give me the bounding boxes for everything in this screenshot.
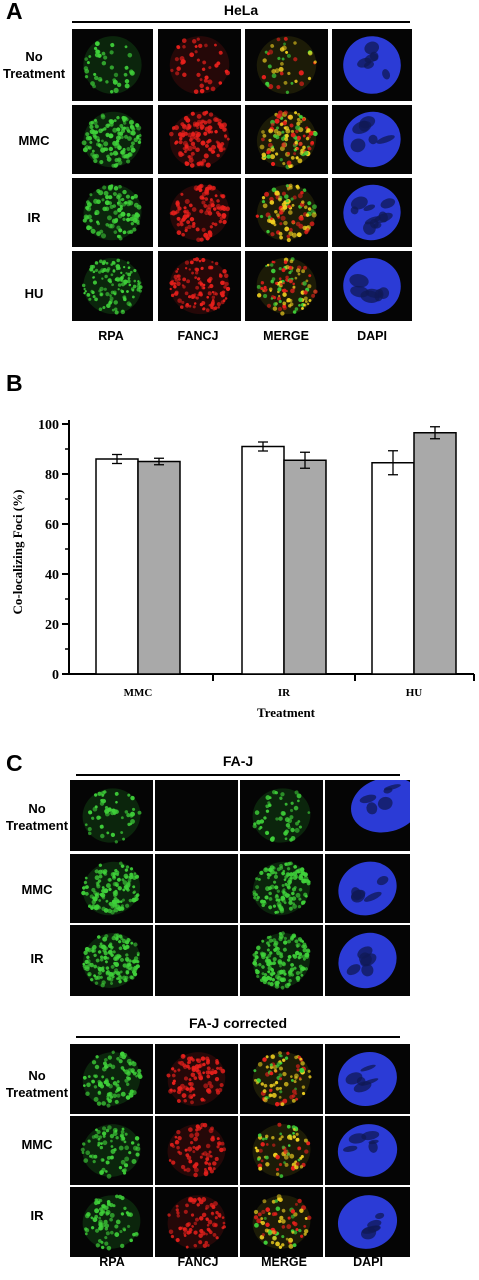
x-axis-label: Treatment [257,705,316,720]
panel-a-row-label-1: No Treatment [3,49,66,81]
panel-a-image-ir-merge [245,178,328,247]
panel-a-image-ir-dapi [332,178,412,247]
bar-ir-series-2 [283,459,327,675]
error-bar-hu-series-1 [388,450,398,476]
panel-a-image-untreated-dapi [332,29,412,101]
y-tick-label: 100 [38,418,59,433]
panel-c-image-faj-corrected-ir-fancj [155,1187,238,1257]
panel-b-letter: B [6,370,23,396]
panel-c-group1-title: FA-J [222,753,254,769]
panel-c-image-faj-ir-rpa [70,925,153,996]
bar-hu-series-1 [371,462,415,675]
y-tick-label: 60 [45,518,59,533]
panel-a-letter: A [6,0,23,24]
bar-hu-series-2 [413,432,457,675]
panel-c-image-faj-untreated-fancj [155,780,238,851]
panel-a-col-label-merge: MERGE [263,329,309,343]
panel-a-image-hu-merge [245,251,328,321]
panel-c-image-faj-untreated-merge [240,780,323,851]
panel-a-row-label-4: HU [24,286,44,301]
panel-c-group2-title: FA-J corrected [188,1015,288,1031]
error-bar-ir-series-1 [258,441,268,452]
panel-c-letter: C [6,750,23,776]
panel-c-image-faj-mmc-rpa [70,854,153,923]
panel-c-image-faj-corrected-untreated-fancj [155,1044,238,1114]
panel-c-group2-row-label-1: No Treatment [5,1068,69,1100]
panel-c-image-faj-mmc-dapi [325,854,410,923]
panel-c-group2-row-label-2: MMC [21,1137,53,1152]
y-tick-label: 20 [45,618,59,633]
panel-c-col-label-dapi: DAPI [353,1255,383,1269]
panel-c-image-faj-ir-fancj [155,925,238,996]
panel-a-image-untreated-merge [245,29,328,101]
panel-a-image-untreated-fancj [158,29,241,101]
panel-c-col-label-rpa: RPA [99,1255,125,1269]
panel-c-group1-rule [76,774,400,776]
panel-c-col-label-merge: MERGE [261,1255,307,1269]
panel-c-image-faj-mmc-fancj [155,854,238,923]
panel-c-group1-row-label-3: IR [30,951,44,966]
panel-a-image-untreated-rpa [72,29,153,101]
panel-c-image-faj-corrected-mmc-merge [240,1116,323,1185]
panel-c-image-faj-untreated-rpa [70,780,153,851]
panel-c-col-label-fancj: FANCJ [177,1255,219,1269]
panel-c-image-faj-corrected-untreated-merge [240,1044,323,1114]
panel-a-row-label-2: MMC [18,133,50,148]
panel-b-bar-chart: 0 20 40 60 80 100 MMC IR HU Co-localizing Foci (… [10,418,475,720]
x-category-label: IR [278,687,291,699]
panel-a-image-mmc-rpa [72,105,153,174]
panel-a-image-mmc-fancj [158,105,241,174]
error-bar-ir-series-2 [300,451,310,469]
panel-a-image-hu-dapi [332,251,412,321]
y-tick-label: 80 [45,468,59,483]
panel-c-image-faj-mmc-merge [240,854,323,923]
panel-c-image-faj-corrected-untreated-rpa [70,1044,153,1114]
panel-a-title: HeLa [223,2,259,18]
panel-c-image-faj-corrected-mmc-dapi [325,1116,410,1185]
panel-c-group1-row-label-2: MMC [21,882,53,897]
panel-c-image-faj-corrected-untreated-dapi [325,1044,410,1114]
bar-ir-series-1 [241,445,285,675]
panel-a-image-hu-fancj [158,251,241,321]
bar-mmc-series-1 [95,458,139,675]
panel-c-image-faj-corrected-ir-merge [240,1187,323,1257]
panel-a-col-label-fancj: FANCJ [177,329,219,343]
error-bar-mmc-series-2 [154,457,164,466]
panel-c-image-faj-corrected-mmc-rpa [70,1116,153,1185]
panel-c-group2-row-label-3: IR [30,1208,44,1223]
panel-c-image-faj-ir-dapi [325,925,410,996]
bar-mmc-series-2 [137,460,181,675]
panel-c-image-faj-corrected-mmc-fancj [155,1116,238,1185]
panel-a-image-mmc-merge [245,105,328,174]
panel-a-image-ir-rpa [72,178,153,247]
y-tick-label: 40 [45,568,59,583]
panel-c-group2-rule [76,1036,400,1038]
panel-a-image-mmc-dapi [332,105,412,174]
x-category-label: HU [406,687,423,699]
y-axis-label: Co-localizing Foci (%) [10,490,25,615]
error-bar-mmc-series-1 [112,453,122,465]
panel-a-title-rule [72,21,410,23]
panel-c-image-faj-corrected-ir-rpa [70,1187,153,1257]
panel-a-col-label-dapi: DAPI [357,329,387,343]
panel-c-image-faj-untreated-dapi [325,780,410,851]
panel-a-row-label-3: IR [27,210,41,225]
panel-c-image-faj-ir-merge [240,925,323,996]
panel-c-group1-row-label-1: No Treatment [5,801,69,833]
panel-a-image-ir-fancj [158,178,241,247]
error-bar-hu-series-2 [430,426,440,440]
y-tick-label: 0 [52,668,59,683]
x-category-label: MMC [124,687,153,699]
panel-c-image-faj-corrected-ir-dapi [325,1187,410,1257]
panel-a-image-hu-rpa [72,251,153,321]
panel-a-col-label-rpa: RPA [98,329,124,343]
